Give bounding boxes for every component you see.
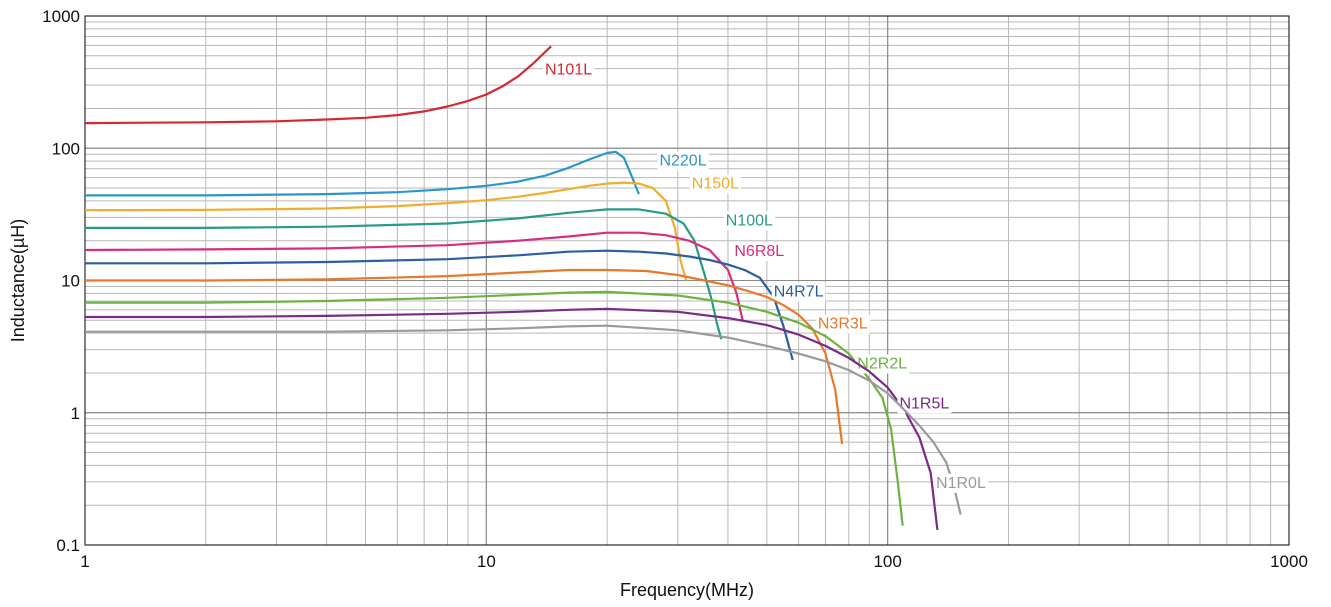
series-label: N6R8L (734, 243, 784, 260)
series-label-bg (815, 314, 870, 334)
series-N6R8L: N6R8L (84, 231, 787, 321)
series-label: N1R5L (899, 395, 949, 412)
series-label-bg (771, 282, 826, 302)
series-line (84, 45, 552, 125)
series-N1R0L: N1R0L (85, 324, 988, 515)
series-N1R5L: N1R5L (85, 307, 952, 531)
series-line (85, 150, 640, 197)
series-label: N150L (692, 176, 739, 193)
series-layer: N101L N220L N150L N100L N6R8L N4R7L N3R3L N2R2L… (84, 45, 988, 531)
y-tick-label: 100 (52, 139, 80, 158)
y-tick-label: 10 (61, 272, 80, 291)
series-N150L: N150L (84, 174, 742, 281)
x-axis-title: Frequency(MHz) (620, 580, 754, 600)
series-line (85, 324, 962, 515)
x-tick-label: 1 (80, 552, 89, 571)
series-N100L: N100L (85, 208, 776, 340)
series-label: N3R3L (818, 316, 868, 333)
y-tick-labels: 0.1 1 10 100 1000 (42, 7, 80, 555)
series-line (85, 249, 794, 361)
series-line (84, 231, 744, 321)
series-line (84, 181, 688, 281)
series-label: N220L (659, 153, 706, 170)
x-tick-label: 1000 (1270, 552, 1308, 571)
y-tick-label: 1 (71, 404, 80, 423)
series-label-bg (855, 354, 910, 374)
series-label-bg (723, 211, 776, 231)
series-line (85, 208, 723, 340)
series-N2R2L: N2R2L (85, 290, 910, 526)
series-line (85, 290, 904, 526)
series-N4R7L: N4R7L (85, 249, 826, 361)
series-label-bg (542, 60, 595, 80)
series-label-bg (732, 242, 787, 262)
series-label-bg (934, 473, 988, 493)
y-tick-label: 1000 (42, 7, 80, 26)
series-label: N100L (726, 212, 773, 229)
series-N101L: N101L (84, 45, 595, 125)
y-axis-title: Inductance(µH) (8, 219, 28, 342)
series-label: N4R7L (774, 284, 824, 301)
x-tick-label: 100 (873, 552, 901, 571)
series-label-bg (689, 174, 742, 194)
series-N220L: N220L (85, 150, 709, 197)
series-label: N1R0L (936, 475, 986, 492)
series-line (85, 307, 939, 531)
series-label: N101L (545, 62, 592, 79)
x-tick-labels: 1 10 100 1000 (80, 552, 1308, 571)
series-label-bg (657, 151, 709, 171)
x-tick-label: 10 (477, 552, 496, 571)
series-label-bg (897, 394, 952, 414)
y-tick-label: 0.1 (56, 536, 80, 555)
series-label: N2R2L (857, 355, 907, 372)
